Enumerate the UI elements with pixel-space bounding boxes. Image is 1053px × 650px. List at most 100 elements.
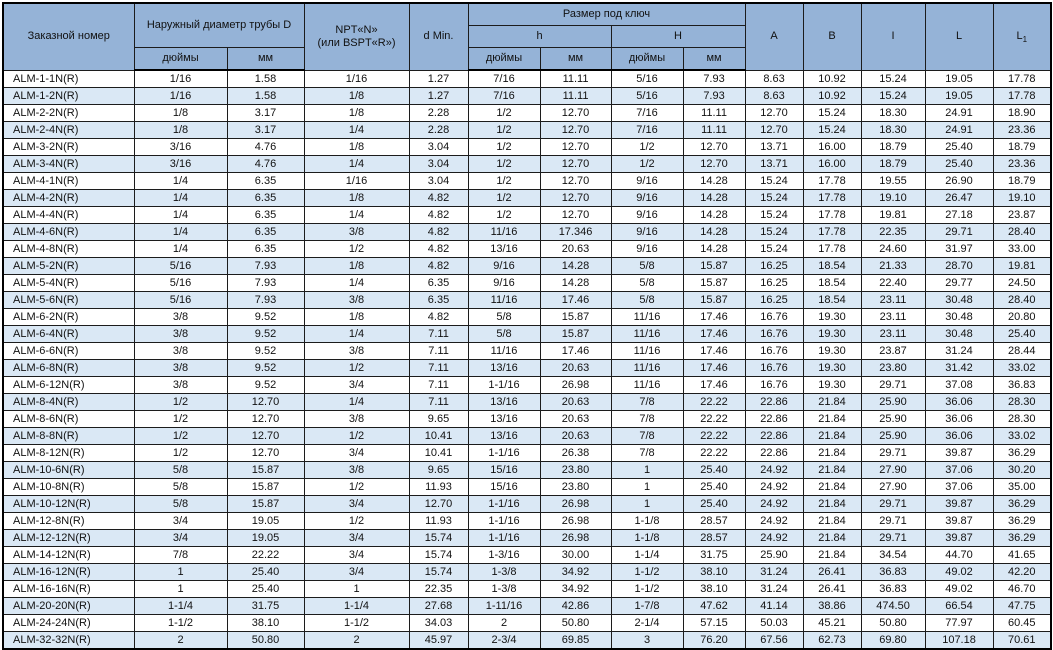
value-cell: 50.03 <box>744 614 804 632</box>
value-cell: 27.68 <box>408 597 469 615</box>
value-cell: 22.35 <box>860 223 926 241</box>
value-cell: 1-1/16 <box>467 529 541 547</box>
order-number-cell: ALM-6-4N(R) <box>2 325 135 343</box>
value-cell: 25.40 <box>226 580 305 598</box>
value-cell: 1/4 <box>303 393 410 411</box>
value-cell: 9.52 <box>226 376 305 394</box>
value-cell: 31.42 <box>924 359 994 377</box>
value-cell: 1 <box>133 563 228 581</box>
value-cell: 3/16 <box>133 155 228 173</box>
table-row: ALM-14-12N(R) 7/8 22.22 3/4 15.74 1-3/16 30.00… <box>2 546 1052 564</box>
value-cell: 22.22 <box>226 546 305 564</box>
value-cell: 27.18 <box>924 206 994 224</box>
value-cell: 30.48 <box>924 291 994 309</box>
value-cell: 26.90 <box>924 172 994 190</box>
value-cell: 57.15 <box>682 614 746 632</box>
value-cell: 16.00 <box>802 155 862 173</box>
value-cell: 49.02 <box>924 563 994 581</box>
value-cell: 12.70 <box>682 155 746 173</box>
header-hbig-mm: мм <box>682 47 746 71</box>
value-cell: 19.05 <box>924 69 994 88</box>
table-row: ALM-8-12N(R) 1/2 12.70 3/4 10.41 1-1/16 26.38 7… <box>2 444 1052 462</box>
value-cell: 20.63 <box>539 427 612 445</box>
value-cell: 15.24 <box>744 189 804 207</box>
value-cell: 33.02 <box>992 359 1052 377</box>
value-cell: 26.38 <box>539 444 612 462</box>
value-cell: 15.74 <box>408 529 469 547</box>
value-cell: 1/8 <box>303 104 410 122</box>
header-npt: NPT«N» (или BSPT«R») <box>303 2 410 71</box>
value-cell: 23.80 <box>539 461 612 479</box>
value-cell: 3/8 <box>303 223 410 241</box>
value-cell: 69.80 <box>860 631 926 650</box>
value-cell: 12.70 <box>226 410 305 428</box>
value-cell: 10.92 <box>802 69 862 88</box>
value-cell: 28.70 <box>924 257 994 275</box>
value-cell: 26.47 <box>924 189 994 207</box>
value-cell: 20.63 <box>539 393 612 411</box>
table-row: ALM-20-20N(R) 1-1/4 31.75 1-1/4 27.68 1-11/16… <box>2 597 1052 615</box>
value-cell: 38.10 <box>682 563 746 581</box>
value-cell: 1/2 <box>610 138 684 156</box>
value-cell: 3/4 <box>303 546 410 564</box>
value-cell: 3/8 <box>133 359 228 377</box>
value-cell: 1/8 <box>303 189 410 207</box>
value-cell: 1/16 <box>303 172 410 190</box>
value-cell: 24.92 <box>744 495 804 513</box>
table-row: ALM-16-16N(R) 1 25.40 1 22.35 1-3/8 34.92 1-1/2… <box>2 580 1052 598</box>
value-cell: 5/16 <box>610 69 684 88</box>
value-cell: 38.86 <box>802 597 862 615</box>
header-h-small: h <box>467 25 612 48</box>
value-cell: 5/8 <box>467 308 541 326</box>
value-cell: 1/2 <box>133 393 228 411</box>
value-cell: 15.87 <box>682 274 746 292</box>
value-cell: 37.06 <box>924 478 994 496</box>
value-cell: 18.79 <box>860 138 926 156</box>
value-cell: 3/4 <box>133 529 228 547</box>
value-cell: 4.76 <box>226 155 305 173</box>
value-cell: 9.65 <box>408 461 469 479</box>
value-cell: 2.28 <box>408 121 469 139</box>
value-cell: 1/2 <box>303 512 410 530</box>
value-cell: 4.82 <box>408 257 469 275</box>
value-cell: 4.82 <box>408 189 469 207</box>
value-cell: 15.24 <box>744 172 804 190</box>
value-cell: 34.92 <box>539 563 612 581</box>
order-number-cell: ALM-6-6N(R) <box>2 342 135 360</box>
value-cell: 62.73 <box>802 631 862 650</box>
value-cell: 47.62 <box>682 597 746 615</box>
order-number-cell: ALM-10-8N(R) <box>2 478 135 496</box>
value-cell: 12.70 <box>539 121 612 139</box>
value-cell: 5/16 <box>610 87 684 105</box>
order-number-cell: ALM-32-32N(R) <box>2 631 135 650</box>
value-cell: 26.98 <box>539 512 612 530</box>
value-cell: 1-1/8 <box>610 529 684 547</box>
value-cell: 23.80 <box>539 478 612 496</box>
value-cell: 77.97 <box>924 614 994 632</box>
value-cell: 19.05 <box>226 529 305 547</box>
header-npt-line1: NPT«N» <box>335 23 378 36</box>
value-cell: 15.87 <box>226 478 305 496</box>
order-number-cell: ALM-8-12N(R) <box>2 444 135 462</box>
header-h-mm: мм <box>539 47 612 71</box>
value-cell: 26.41 <box>802 563 862 581</box>
value-cell: 30.20 <box>992 461 1052 479</box>
value-cell: 20.63 <box>539 410 612 428</box>
value-cell: 7/8 <box>610 410 684 428</box>
header-h-big: H <box>610 25 746 48</box>
value-cell: 1/4 <box>303 155 410 173</box>
value-cell: 1/8 <box>303 87 410 105</box>
value-cell: 31.75 <box>682 546 746 564</box>
value-cell: 14.28 <box>682 240 746 258</box>
header-col-l1: L1 <box>992 2 1052 71</box>
value-cell: 21.84 <box>802 393 862 411</box>
table-row: ALM-32-32N(R) 2 50.80 2 45.97 2-3/4 69.85 3 76.2… <box>2 631 1052 650</box>
value-cell: 11.93 <box>408 478 469 496</box>
value-cell: 1/2 <box>610 155 684 173</box>
header-d-mm: мм <box>226 47 305 71</box>
value-cell: 9.52 <box>226 325 305 343</box>
value-cell: 21.84 <box>802 410 862 428</box>
value-cell: 45.21 <box>802 614 862 632</box>
value-cell: 31.97 <box>924 240 994 258</box>
header-outer-diameter: Наружный диаметр трубы D <box>133 2 305 48</box>
